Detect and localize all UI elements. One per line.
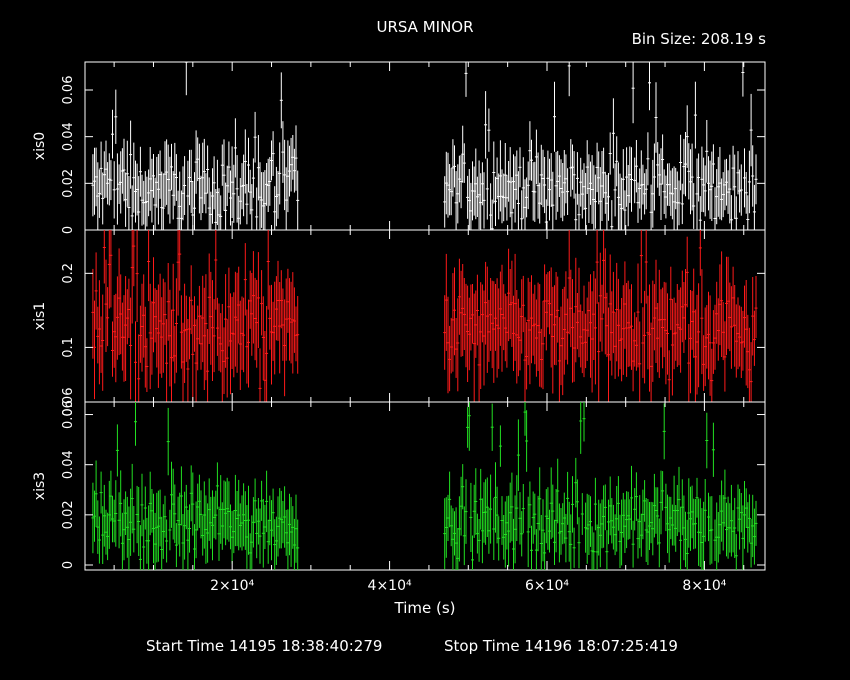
xis3-series: [91, 402, 758, 570]
y-tick-label: 0: [61, 226, 76, 234]
xis1-series: [91, 230, 758, 402]
panel-xis3: 0 0.02 0.04 0.06 xis3: [32, 400, 766, 571]
y-tick-label: 0.04: [61, 450, 76, 479]
y-tick-label: 0.06: [61, 388, 76, 417]
panel-xis0: 0 0.02 0.04 0.06 xis0: [32, 61, 766, 234]
y-tick-label: 0.1: [61, 337, 76, 358]
y-tick-label: 0.02: [61, 500, 76, 529]
y-tick-label: 0: [61, 561, 76, 569]
panel-frame: [84, 401, 766, 571]
bin-size-label: Bin Size: 208.19 s: [631, 30, 766, 48]
y-tick-label: 0.04: [61, 122, 76, 151]
x-axis-label: Time (s): [394, 599, 456, 617]
y-tick-label: 0.06: [61, 400, 76, 429]
x-tick-label: 4×10⁴: [368, 578, 412, 594]
xis0-series: [91, 61, 758, 230]
stop-time-label: Stop Time 14196 18:07:25:419: [444, 637, 678, 655]
panel-xis1: 0.06 0.1 0.2 xis1: [32, 229, 766, 417]
y-axis-label-xis0: xis0: [32, 132, 48, 160]
y-axis-label-xis1: xis1: [32, 302, 48, 330]
y-tick-label: 0.02: [61, 169, 76, 198]
x-tick-label: 2×10⁴: [210, 578, 254, 594]
start-time-label: Start Time 14195 18:38:40:279: [146, 637, 383, 655]
y-tick-label: 0.06: [61, 76, 76, 105]
y-tick-label: 0.2: [61, 263, 76, 284]
x-tick-label: 8×10⁴: [682, 578, 726, 594]
y-axis-label-xis3: xis3: [32, 472, 48, 500]
x-tick-label: 6×10⁴: [525, 578, 569, 594]
chart-title: URSA MINOR: [376, 18, 474, 36]
